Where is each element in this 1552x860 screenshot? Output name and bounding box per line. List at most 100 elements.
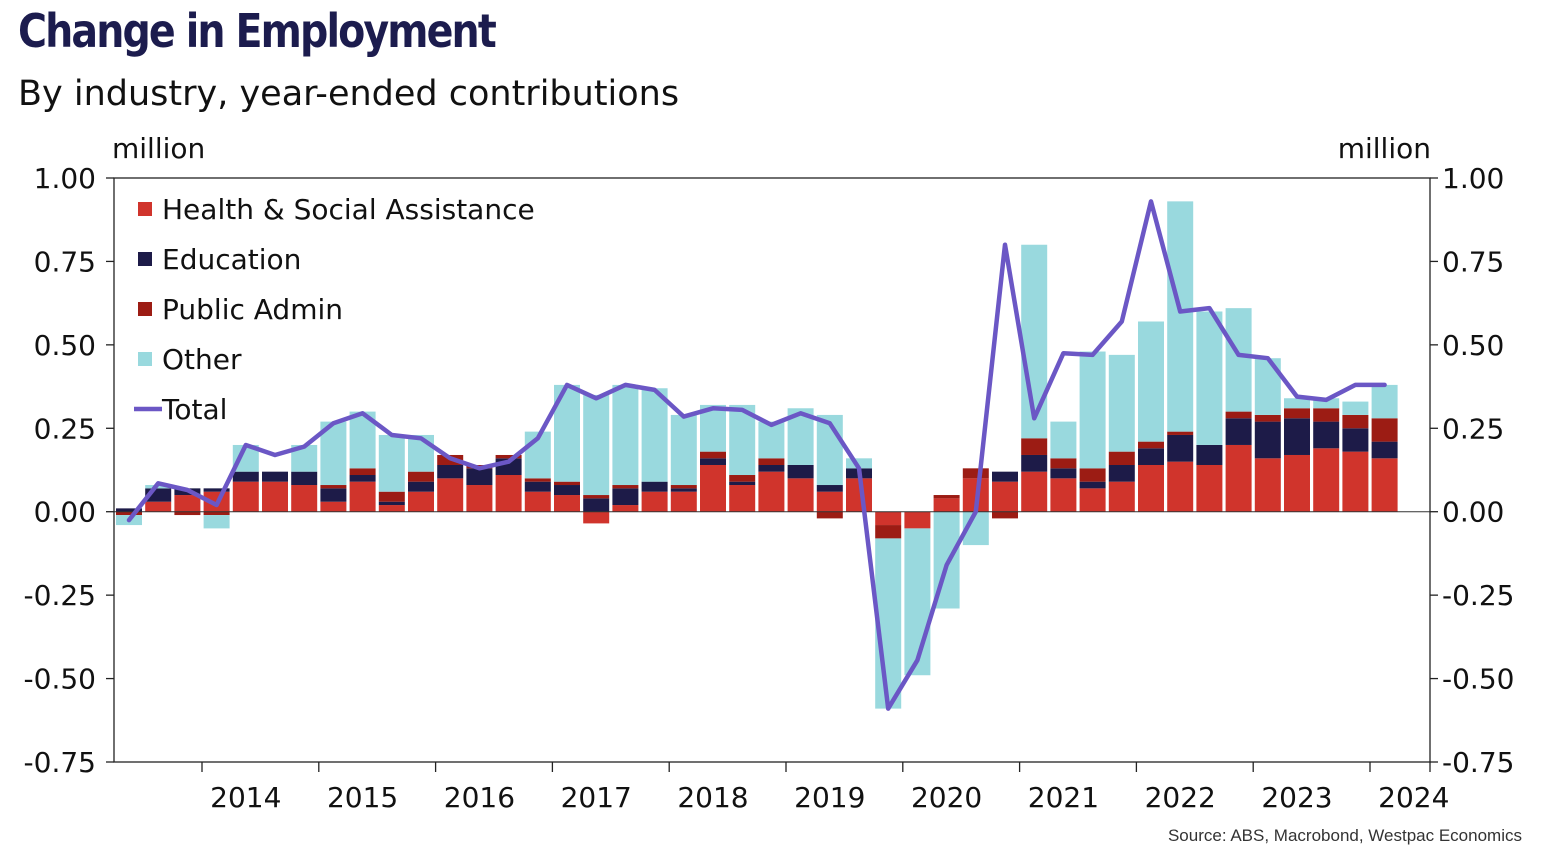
- y-unit-right-label: million: [1338, 132, 1431, 165]
- plot-frame: [113, 177, 1431, 763]
- bar-education-Dec-20: [992, 471, 1018, 482]
- bar-education-Mar-18: [670, 488, 697, 492]
- bar-other-Mar-18: [670, 414, 697, 486]
- x-tick-label-2022: 2022: [1145, 781, 1216, 814]
- bar-public_admin-Dec-22: [1225, 411, 1252, 419]
- bar-public_admin-Dec-21: [1108, 451, 1135, 465]
- total-point-Mar-14: [215, 503, 218, 507]
- bar-education-Dec-22: [1225, 418, 1252, 445]
- bar-public_admin-Jun-20: [933, 495, 960, 499]
- bar-public_admin-Mar-21: [1021, 438, 1048, 455]
- y-tick-label-right: 0.75: [1442, 245, 1504, 278]
- bar-health-Jun-22: [1167, 461, 1194, 512]
- total-point-Sep-15: [390, 433, 393, 437]
- bar-education-Sep-17: [612, 488, 639, 506]
- total-point-Dec-19: [887, 707, 890, 710]
- bar-health-Dec-23: [1342, 451, 1369, 512]
- bar-health-Mar-20: [904, 511, 931, 529]
- bar-public_admin-Mar-17: [554, 481, 580, 486]
- bar-education-Jun-14: [232, 471, 259, 482]
- bar-other-Dec-22: [1225, 308, 1252, 412]
- total-point-Sep-17: [624, 383, 627, 387]
- total-point-Sep-23: [1325, 398, 1328, 402]
- total-point-Mar-17: [565, 383, 569, 387]
- bar-health-Mar-15: [320, 501, 347, 512]
- bar-public_admin-Dec-16: [524, 478, 551, 482]
- bar-health-Sep-16: [495, 475, 522, 512]
- bar-public_admin-Dec-20: [992, 511, 1018, 519]
- total-point-Sep-20: [974, 510, 977, 513]
- bar-health-Sep-17: [612, 505, 639, 512]
- total-point-Sep-16: [507, 460, 510, 463]
- bar-education-Dec-18: [758, 464, 785, 472]
- bar-education-Dec-17: [641, 481, 668, 492]
- bar-education-Mar-21: [1021, 454, 1048, 472]
- total-point-Dec-15: [419, 437, 423, 440]
- bar-public_admin-Jun-18: [700, 451, 726, 459]
- bar-other-Dec-23: [1342, 401, 1369, 415]
- bar-health-Dec-18: [758, 471, 785, 512]
- bar-public_admin-Mar-15: [320, 485, 347, 489]
- y-tick-label-right: 0.00: [1442, 496, 1504, 529]
- legend-label-education: Education: [162, 243, 301, 276]
- total-point-Dec-20: [1003, 243, 1007, 246]
- bar-public_admin-Jun-15: [349, 468, 376, 476]
- bar-health-Dec-22: [1225, 444, 1252, 512]
- total-point-Jun-23: [1295, 395, 1299, 398]
- y-tick-label-right: 1.00: [1442, 162, 1504, 195]
- bar-health-Jun-23: [1284, 454, 1310, 512]
- total-point-Jun-20: [945, 563, 948, 567]
- total-series-line: [126, 199, 1387, 711]
- y-tick-label-right: -0.75: [1442, 746, 1514, 779]
- bar-public_admin-Jun-17: [583, 495, 610, 499]
- x-tick-label-2018: 2018: [677, 781, 748, 814]
- x-tick-label-2023: 2023: [1261, 781, 1332, 814]
- bar-public_admin-Dec-15: [408, 471, 434, 482]
- total-point-Mar-20: [916, 659, 919, 662]
- total-point-Dec-21: [1120, 320, 1124, 323]
- total-point-Jun-16: [478, 467, 481, 470]
- bar-other-Mar-20: [904, 528, 931, 676]
- x-tick-label-2017: 2017: [561, 781, 632, 814]
- bar-education-Sep-14: [262, 471, 288, 482]
- bar-health-Mar-21: [1021, 471, 1048, 512]
- x-tick-label-2020: 2020: [911, 781, 982, 814]
- bar-health-Jun-21: [1050, 478, 1077, 512]
- bar-health-Mar-23: [1254, 458, 1281, 512]
- bar-health-Sep-23: [1313, 448, 1340, 512]
- bar-other-Jun-17: [583, 394, 610, 496]
- bar-other-Jun-21: [1050, 421, 1077, 459]
- bar-education-Sep-18: [729, 481, 756, 486]
- bar-other-Sep-19: [846, 458, 872, 469]
- bar-health-Mar-16: [437, 478, 464, 512]
- bar-public_admin-Mar-23: [1254, 414, 1281, 422]
- bar-health-Sep-13: [145, 501, 172, 512]
- chart-subtitle: By industry, year-ended contributions: [18, 74, 680, 114]
- bar-health-Dec-14: [291, 485, 318, 512]
- bar-education-Jun-19: [816, 485, 843, 492]
- bar-health-Sep-18: [729, 485, 756, 512]
- total-point-Sep-14: [273, 453, 277, 457]
- bar-other-Dec-17: [641, 388, 668, 482]
- y-tick-label-right: 0.50: [1442, 329, 1504, 362]
- source-note: Source: ABS, Macrobond, Westpac Economic…: [1167, 826, 1522, 845]
- bar-public_admin-Jun-22: [1167, 431, 1194, 435]
- bar-health-Jun-14: [232, 481, 259, 512]
- bar-health-Jun-18: [700, 464, 726, 512]
- x-tick-label-2014: 2014: [210, 781, 281, 814]
- total-point-Jun-22: [1179, 310, 1182, 313]
- total-point-Sep-21: [1091, 353, 1094, 357]
- x-tick-label-2016: 2016: [444, 781, 515, 814]
- bar-health-Dec-15: [408, 491, 434, 512]
- bar-education-Dec-14: [291, 471, 318, 486]
- total-point-Dec-13: [186, 488, 189, 492]
- bar-health-Jun-16: [466, 485, 493, 512]
- total-point-Mar-21: [1033, 417, 1036, 420]
- axis-layer: 1.00 1.00 0.75 0.75 0.50 0.50 0.25 0.25 0.00 0.00…: [24, 162, 1515, 814]
- total-point-Jun-21: [1062, 352, 1065, 355]
- bar-health-Jun-15: [349, 481, 376, 512]
- bar-education-Sep-15: [378, 501, 405, 506]
- bar-health-Sep-15: [378, 505, 405, 512]
- bar-other-Jun-23: [1284, 398, 1310, 409]
- bar-education-Dec-23: [1342, 428, 1369, 452]
